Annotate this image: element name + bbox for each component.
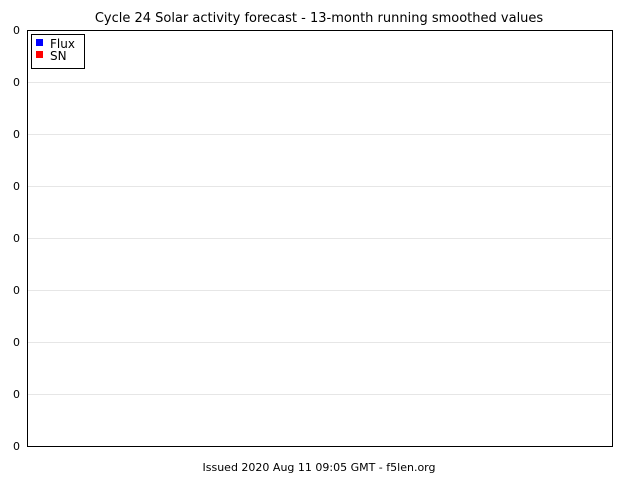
chart-footer: Issued 2020 Aug 11 09:05 GMT - f5len.org bbox=[203, 461, 436, 474]
y-tick-label: 0 bbox=[13, 24, 20, 37]
legend-label-sn: SN bbox=[50, 49, 67, 63]
legend-label-flux: Flux bbox=[50, 37, 75, 51]
gridlines bbox=[28, 82, 611, 395]
y-tick-label: 0 bbox=[13, 76, 20, 89]
plot-area-frame bbox=[27, 30, 613, 447]
y-tick-label: 0 bbox=[13, 128, 20, 141]
y-tick-label: 0 bbox=[13, 284, 20, 297]
y-tick-label: 0 bbox=[13, 180, 20, 193]
legend-swatch-flux bbox=[36, 39, 43, 46]
y-tick-label: 0 bbox=[13, 388, 20, 401]
y-tick-label: 0 bbox=[13, 440, 20, 453]
legend-swatch-sn bbox=[36, 51, 43, 58]
y-axis-tick-labels: 0 0 0 0 0 0 0 0 0 bbox=[13, 24, 20, 453]
chart-title: Cycle 24 Solar activity forecast - 13-mo… bbox=[95, 11, 544, 26]
y-tick-label: 0 bbox=[13, 336, 20, 349]
y-tick-label: 0 bbox=[13, 232, 20, 245]
